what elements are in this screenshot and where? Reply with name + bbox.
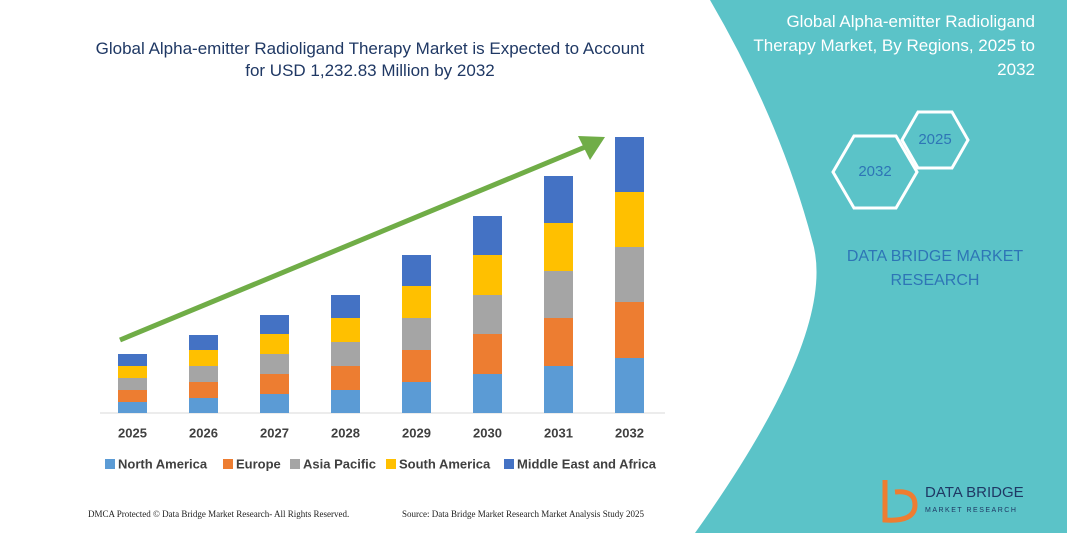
hexagon bbox=[831, 134, 919, 210]
bar-segment bbox=[118, 366, 147, 378]
footer-left: DMCA Protected © Data Bridge Market Rese… bbox=[88, 509, 350, 519]
bar-segment bbox=[118, 390, 147, 402]
legend-swatch bbox=[386, 459, 396, 469]
bar-segment bbox=[473, 374, 502, 413]
bar-segment bbox=[260, 334, 289, 354]
bar-segment bbox=[118, 378, 147, 390]
x-tick-label: 2027 bbox=[260, 425, 289, 440]
bar-segment bbox=[331, 295, 360, 318]
side-panel-bg bbox=[695, 0, 1067, 533]
legend-swatch bbox=[290, 459, 300, 469]
legend-label: Europe bbox=[236, 456, 281, 471]
legend-label: Asia Pacific bbox=[303, 456, 376, 471]
x-tick-label: 2032 bbox=[615, 425, 644, 440]
bar-segment bbox=[544, 366, 573, 413]
legend-swatch bbox=[223, 459, 233, 469]
x-tick-label: 2029 bbox=[402, 425, 431, 440]
bar-segment bbox=[331, 318, 360, 342]
legend-label: South America bbox=[399, 456, 491, 471]
hex-label: 2025 bbox=[918, 131, 951, 148]
bar-segment bbox=[402, 350, 431, 382]
bar-segment bbox=[189, 335, 218, 350]
bar-segment bbox=[118, 402, 147, 413]
bar-segment bbox=[473, 334, 502, 374]
chart-title: Global Alpha-emitter Radioligand Therapy… bbox=[95, 39, 645, 80]
bar-segment bbox=[331, 390, 360, 413]
bar-segment bbox=[189, 350, 218, 366]
bar-segment bbox=[544, 223, 573, 271]
bar-segment bbox=[544, 176, 573, 223]
bar-segment bbox=[402, 382, 431, 413]
bar-segment bbox=[402, 286, 431, 318]
logo-icon bbox=[882, 480, 918, 523]
bar-segment bbox=[189, 382, 218, 398]
bar-segment bbox=[615, 302, 644, 358]
x-tick-label: 2025 bbox=[118, 425, 147, 440]
brand: DATA BRIDGE MARKET RESEARCH bbox=[846, 248, 1024, 289]
footer-right: Source: Data Bridge Market Research Mark… bbox=[402, 509, 644, 519]
bar-segment bbox=[473, 255, 502, 295]
hexagon bbox=[900, 110, 970, 170]
bar-segment bbox=[189, 398, 218, 413]
hex-label: 2032 bbox=[858, 163, 891, 180]
x-tick-label: 2028 bbox=[331, 425, 360, 440]
bar-segment bbox=[189, 366, 218, 382]
legend-swatch bbox=[105, 459, 115, 469]
x-tick-label: 2030 bbox=[473, 425, 502, 440]
bar-segment bbox=[260, 354, 289, 374]
legend-label: Middle East and Africa bbox=[517, 456, 657, 471]
bar-segment bbox=[544, 318, 573, 366]
bar-segment bbox=[615, 247, 644, 302]
logo-tagline: MARKET RESEARCH bbox=[925, 507, 1017, 514]
trend-arrow bbox=[119, 142, 591, 343]
trend-arrow-head bbox=[578, 136, 605, 160]
x-tick-label: 2026 bbox=[189, 425, 218, 440]
legend-label: North America bbox=[118, 456, 208, 471]
side-title: Global Alpha-emitter Radioligand Therapy… bbox=[753, 12, 1035, 79]
bar-segment bbox=[331, 366, 360, 390]
logo-name: DATA BRIDGE bbox=[925, 484, 1024, 501]
bar-segment bbox=[260, 374, 289, 394]
bar-segment bbox=[473, 295, 502, 334]
bar-segment bbox=[615, 192, 644, 247]
bar-segment bbox=[473, 216, 502, 255]
bar-segment bbox=[402, 255, 431, 286]
bar-segment bbox=[615, 358, 644, 413]
bar-segment bbox=[402, 318, 431, 350]
bar-segment bbox=[118, 354, 147, 366]
bar-segment bbox=[544, 271, 573, 318]
legend-swatch bbox=[504, 459, 514, 469]
bar-segment bbox=[615, 137, 644, 192]
x-tick-label: 2031 bbox=[544, 425, 573, 440]
bar-segment bbox=[260, 394, 289, 413]
bar-segment bbox=[331, 342, 360, 366]
bar-segment bbox=[260, 315, 289, 334]
